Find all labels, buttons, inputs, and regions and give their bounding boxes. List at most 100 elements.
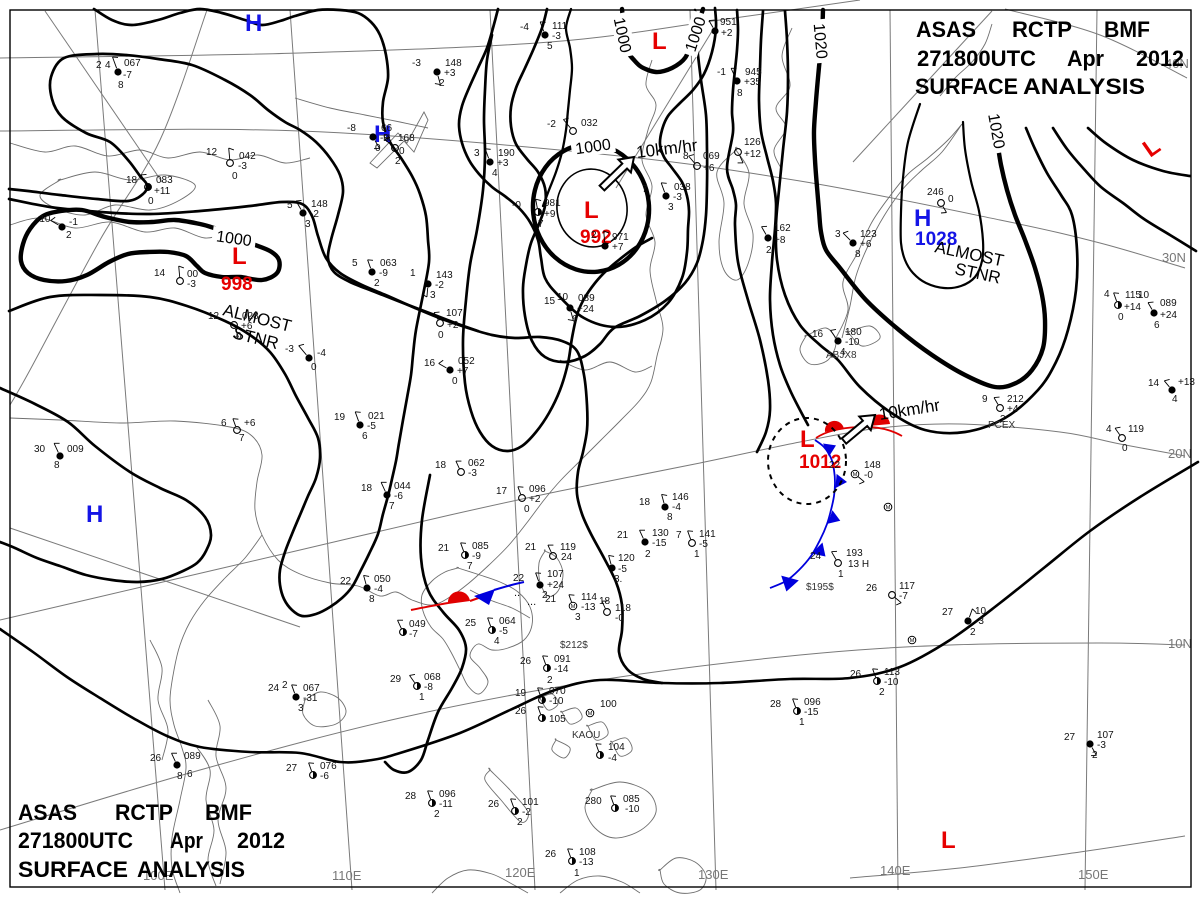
svg-text:RCTP: RCTP: [1012, 17, 1072, 42]
svg-text:089: 089: [184, 751, 201, 762]
svg-text:3: 3: [835, 229, 841, 240]
svg-text:146: 146: [672, 492, 689, 503]
svg-text:-5: -5: [499, 626, 508, 637]
svg-text:100: 100: [600, 699, 617, 710]
svg-text:3: 3: [474, 148, 480, 159]
svg-text:18: 18: [126, 175, 138, 186]
svg-text:107: 107: [1097, 730, 1114, 741]
svg-text:068: 068: [424, 672, 441, 683]
svg-text:085: 085: [472, 541, 489, 552]
svg-text:SURFACE: SURFACE: [915, 74, 1018, 99]
svg-text:052: 052: [458, 356, 475, 367]
svg-text:7: 7: [389, 501, 395, 512]
svg-text:-4: -4: [520, 22, 529, 33]
svg-text:13 H: 13 H: [848, 559, 869, 570]
svg-text:8: 8: [855, 249, 861, 260]
svg-text:L: L: [941, 827, 956, 854]
svg-text:-13: -13: [581, 602, 596, 613]
svg-text:1020: 1020: [810, 23, 830, 60]
svg-text:-10: -10: [549, 696, 564, 707]
svg-text:-3: -3: [552, 31, 561, 42]
svg-text:067: 067: [303, 683, 320, 694]
svg-text:7: 7: [467, 561, 473, 572]
svg-text:2: 2: [766, 245, 772, 256]
svg-text:18: 18: [639, 497, 651, 508]
svg-text:104: 104: [608, 742, 625, 753]
svg-text:24: 24: [810, 551, 822, 562]
svg-text:0: 0: [236, 331, 242, 342]
svg-text:108: 108: [579, 847, 596, 858]
svg-text:19: 19: [334, 412, 346, 423]
svg-text:-3: -3: [468, 468, 477, 479]
svg-text:-10: -10: [36, 214, 51, 225]
svg-text:21: 21: [525, 542, 537, 553]
svg-text:-0: -0: [512, 200, 521, 211]
svg-text:150E: 150E: [1078, 867, 1109, 882]
svg-text:26: 26: [866, 583, 878, 594]
svg-text:10: 10: [1138, 290, 1150, 301]
svg-text:SURFACE: SURFACE: [18, 857, 128, 882]
svg-text:-0: -0: [864, 470, 873, 481]
svg-text:130E: 130E: [698, 867, 729, 882]
svg-text:971: 971: [612, 232, 629, 243]
svg-text:-15: -15: [804, 707, 819, 718]
svg-text:069: 069: [703, 151, 720, 162]
svg-text:6: 6: [221, 418, 227, 429]
svg-text:26: 26: [515, 706, 527, 717]
svg-text:-11: -11: [439, 799, 453, 810]
svg-text:062: 062: [468, 458, 485, 469]
svg-text:7: 7: [239, 433, 245, 444]
svg-text:+2: +2: [721, 28, 733, 39]
svg-text:-1: -1: [717, 67, 726, 78]
svg-text:ABJX8: ABJX8: [826, 350, 857, 361]
svg-text:180: 180: [845, 327, 862, 338]
svg-text:10: 10: [975, 606, 987, 617]
svg-text:143: 143: [436, 270, 453, 281]
svg-text:ASAS: ASAS: [916, 17, 976, 42]
svg-text:105: 105: [549, 714, 566, 725]
svg-text:H: H: [245, 10, 262, 37]
svg-text:5: 5: [547, 41, 553, 52]
svg-text:00: 00: [187, 269, 199, 280]
svg-text:0: 0: [375, 143, 381, 154]
svg-text:+24: +24: [1160, 310, 1177, 321]
svg-text:26: 26: [488, 799, 500, 810]
svg-text:4: 4: [1106, 424, 1112, 435]
svg-text:26: 26: [850, 669, 862, 680]
svg-text:M: M: [886, 505, 891, 511]
svg-text:3: 3: [668, 202, 674, 213]
svg-text:28: 28: [405, 791, 417, 802]
svg-text:-4: -4: [374, 584, 383, 595]
svg-text:2: 2: [66, 230, 72, 241]
svg-text:0: 0: [524, 504, 530, 515]
svg-text:089: 089: [1160, 298, 1177, 309]
svg-text:10N: 10N: [1168, 636, 1192, 651]
svg-text:1020: 1020: [984, 112, 1007, 150]
svg-text:2: 2: [591, 230, 597, 241]
svg-text:-8: -8: [347, 123, 356, 134]
svg-text:+13: +13: [1178, 377, 1195, 388]
svg-text:2: 2: [970, 627, 976, 638]
svg-text:Apr: Apr: [1067, 46, 1104, 71]
svg-text:7: 7: [676, 530, 682, 541]
svg-text:-5: -5: [699, 539, 708, 550]
svg-text:L: L: [584, 197, 599, 224]
svg-text:063: 063: [380, 258, 397, 269]
svg-text:24: 24: [561, 552, 573, 563]
svg-text:067: 067: [124, 58, 141, 69]
svg-text:-3: -3: [1097, 740, 1106, 751]
svg-text:+6: +6: [244, 418, 256, 429]
svg-text:271800UTC: 271800UTC: [917, 46, 1036, 71]
svg-text:+6: +6: [860, 239, 872, 250]
svg-text:RCTP: RCTP: [115, 800, 173, 825]
svg-text:+2: +2: [529, 494, 541, 505]
svg-text:044: 044: [394, 481, 411, 492]
svg-text:+7: +7: [457, 366, 469, 377]
svg-text:096: 096: [529, 484, 546, 495]
svg-text:L: L: [232, 243, 247, 270]
svg-text:5: 5: [287, 200, 293, 211]
svg-text:H: H: [914, 205, 931, 232]
svg-text:18: 18: [599, 596, 611, 607]
svg-text:6: 6: [1154, 320, 1160, 331]
svg-text:4: 4: [1104, 289, 1110, 300]
